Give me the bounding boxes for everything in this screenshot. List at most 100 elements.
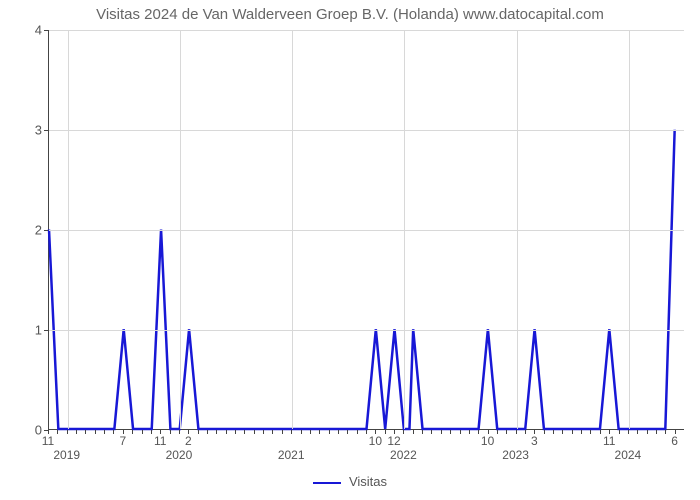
x-tick-mark xyxy=(637,430,638,434)
legend: Visitas xyxy=(0,474,700,489)
x-tick-mark xyxy=(422,430,423,434)
x-tick-mark xyxy=(132,430,133,434)
x-tick-label-month: 12 xyxy=(387,434,400,448)
x-tick-label-year: 2020 xyxy=(166,448,193,462)
x-tick-label-month: 11 xyxy=(154,434,166,448)
x-tick-mark xyxy=(506,430,507,434)
grid-line-v xyxy=(629,30,630,429)
x-tick-mark xyxy=(366,430,367,434)
x-tick-label-month: 7 xyxy=(119,434,126,448)
x-tick-mark xyxy=(282,430,283,434)
x-tick-mark xyxy=(441,430,442,434)
x-tick-label-year: 2022 xyxy=(390,448,417,462)
grid-line-h xyxy=(49,230,684,231)
x-tick-mark xyxy=(170,430,171,434)
x-tick-mark xyxy=(478,430,479,434)
grid-line-h xyxy=(49,30,684,31)
x-tick-mark xyxy=(619,430,620,434)
x-tick-mark xyxy=(497,430,498,434)
x-tick-mark xyxy=(235,430,236,434)
y-tick-mark xyxy=(44,230,48,231)
y-tick-mark xyxy=(44,30,48,31)
x-tick-mark xyxy=(628,430,629,434)
x-tick-mark xyxy=(113,430,114,434)
legend-swatch xyxy=(313,482,341,484)
x-tick-label-month: 2 xyxy=(185,434,192,448)
x-tick-mark xyxy=(385,430,386,434)
x-tick-mark xyxy=(151,430,152,434)
x-tick-mark xyxy=(291,430,292,434)
x-tick-mark xyxy=(272,430,273,434)
x-tick-mark xyxy=(216,430,217,434)
x-tick-mark xyxy=(581,430,582,434)
x-tick-mark xyxy=(460,430,461,434)
x-tick-mark xyxy=(85,430,86,434)
x-tick-mark xyxy=(590,430,591,434)
series-line xyxy=(49,130,675,429)
x-tick-label-year: 2019 xyxy=(53,448,80,462)
x-tick-mark xyxy=(329,430,330,434)
x-tick-mark xyxy=(301,430,302,434)
x-tick-mark xyxy=(525,430,526,434)
x-tick-mark xyxy=(310,430,311,434)
x-tick-mark xyxy=(357,430,358,434)
x-tick-mark xyxy=(338,430,339,434)
x-tick-mark xyxy=(104,430,105,434)
x-tick-mark xyxy=(431,430,432,434)
x-tick-label-month: 10 xyxy=(481,434,494,448)
x-tick-mark xyxy=(244,430,245,434)
x-tick-mark xyxy=(142,430,143,434)
chart-container: Visitas 2024 de Van Walderveen Groep B.V… xyxy=(0,0,700,500)
x-tick-mark xyxy=(469,430,470,434)
y-tick-label: 3 xyxy=(12,123,42,138)
x-tick-mark xyxy=(665,430,666,434)
x-tick-mark xyxy=(347,430,348,434)
y-tick-label: 2 xyxy=(12,223,42,238)
chart-title: Visitas 2024 de Van Walderveen Groep B.V… xyxy=(0,6,700,23)
x-tick-mark xyxy=(647,430,648,434)
x-tick-mark xyxy=(450,430,451,434)
x-tick-label-year: 2024 xyxy=(615,448,642,462)
x-tick-mark xyxy=(179,430,180,434)
y-tick-label: 0 xyxy=(12,423,42,438)
x-tick-mark xyxy=(226,430,227,434)
x-tick-mark xyxy=(67,430,68,434)
x-tick-mark xyxy=(572,430,573,434)
y-tick-mark xyxy=(44,330,48,331)
grid-line-v xyxy=(517,30,518,429)
x-tick-mark xyxy=(516,430,517,434)
x-tick-mark xyxy=(198,430,199,434)
x-tick-label-month: 3 xyxy=(531,434,538,448)
grid-line-v xyxy=(292,30,293,429)
x-tick-mark xyxy=(544,430,545,434)
x-tick-mark xyxy=(95,430,96,434)
y-tick-label: 1 xyxy=(12,323,42,338)
y-tick-mark xyxy=(44,130,48,131)
grid-line-h xyxy=(49,330,684,331)
x-tick-mark xyxy=(57,430,58,434)
x-tick-mark xyxy=(319,430,320,434)
grid-line-v xyxy=(180,30,181,429)
y-tick-label: 4 xyxy=(12,23,42,38)
x-tick-mark xyxy=(600,430,601,434)
x-tick-label-month: 10 xyxy=(369,434,382,448)
grid-line-v xyxy=(404,30,405,429)
legend-label: Visitas xyxy=(349,474,387,489)
x-tick-mark xyxy=(413,430,414,434)
plot-area xyxy=(48,30,684,430)
x-tick-mark xyxy=(403,430,404,434)
x-tick-mark xyxy=(76,430,77,434)
x-tick-mark xyxy=(263,430,264,434)
x-tick-label-year: 2021 xyxy=(278,448,305,462)
x-tick-label-month: 6 xyxy=(671,434,678,448)
x-tick-label-year: 2023 xyxy=(502,448,529,462)
grid-line-v xyxy=(68,30,69,429)
x-tick-mark xyxy=(656,430,657,434)
x-tick-mark xyxy=(562,430,563,434)
x-tick-mark xyxy=(254,430,255,434)
x-tick-mark xyxy=(207,430,208,434)
x-tick-label-month: 11 xyxy=(603,434,615,448)
grid-line-h xyxy=(49,130,684,131)
x-tick-mark xyxy=(553,430,554,434)
x-tick-label-month: 11 xyxy=(42,434,54,448)
